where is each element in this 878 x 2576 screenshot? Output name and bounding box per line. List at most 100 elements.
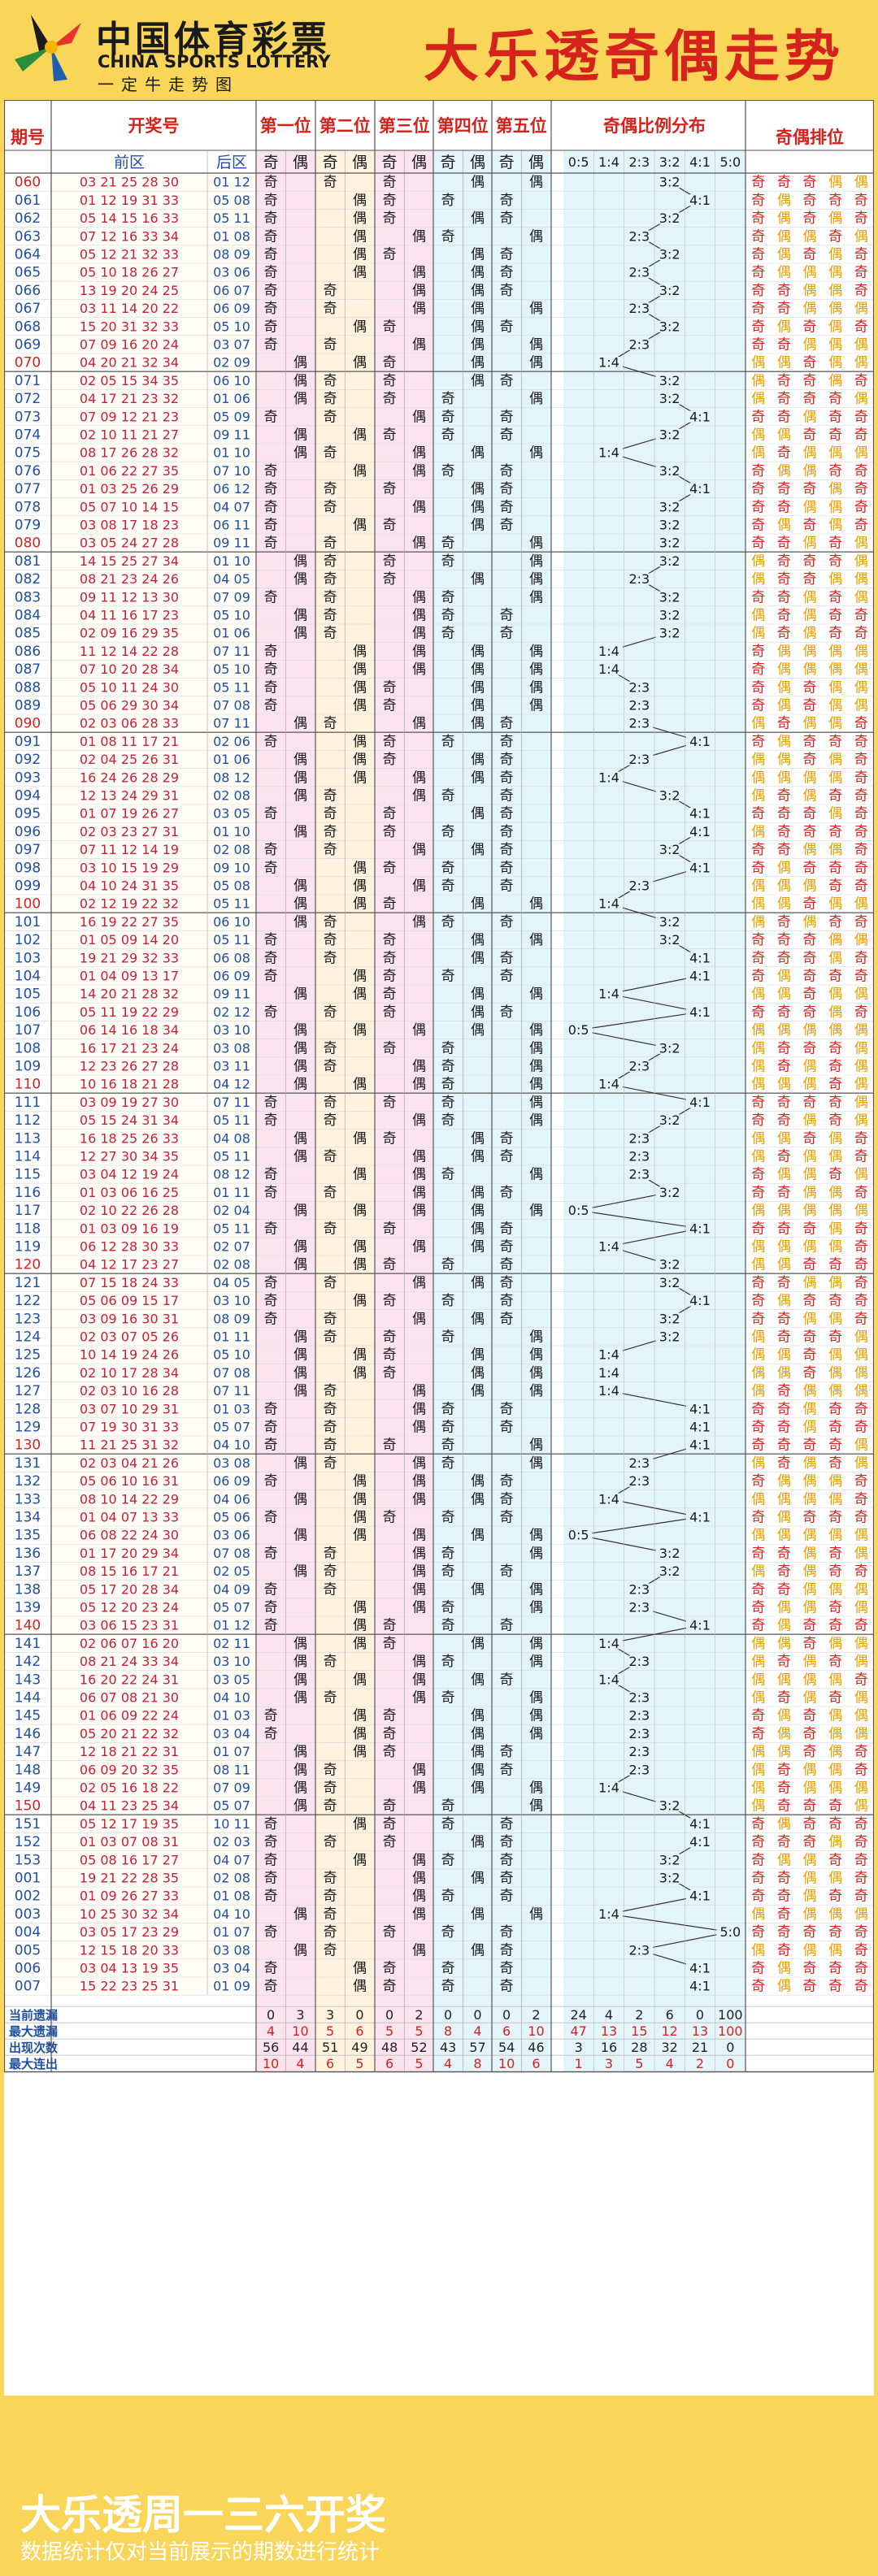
row-period: 137 <box>15 1563 41 1580</box>
header-odd-2: 奇 <box>323 154 338 171</box>
row-period: 081 <box>15 553 41 570</box>
row-front-numbers: 04 20 21 32 34 <box>80 355 179 371</box>
row-period: 093 <box>15 770 41 786</box>
ratio-label-mask <box>625 267 654 279</box>
stats-value: 5 <box>415 2023 423 2039</box>
row-ratio-label: 2:3 <box>628 1148 650 1164</box>
row-order-3: 偶 <box>803 1058 817 1074</box>
row-order-3: 偶 <box>803 770 817 786</box>
stats-value: 0 <box>726 2040 734 2055</box>
row-order-1: 奇 <box>751 283 765 299</box>
row-position-4-parity: 奇 <box>441 968 455 984</box>
row-back-numbers: 03 07 <box>213 336 250 352</box>
row-order-1: 偶 <box>751 914 765 930</box>
ratio-label-mask <box>625 230 654 242</box>
row-order-5: 奇 <box>854 1491 868 1507</box>
row-ratio-label: 3:2 <box>659 842 680 857</box>
stats-value: 57 <box>469 2040 485 2055</box>
row-order-5: 奇 <box>854 210 868 227</box>
row-position-5-parity: 偶 <box>529 1077 543 1093</box>
row-period: 005 <box>15 1942 41 1958</box>
row-front-numbers: 07 19 30 31 33 <box>80 1419 179 1434</box>
row-position-2-parity: 偶 <box>353 1238 367 1255</box>
lottery-logo: 中国体育彩票 CHINA SPORTS LOTTERY 一定牛走势图 <box>7 7 348 94</box>
ratio-label-mask <box>625 718 654 730</box>
row-order-4: 奇 <box>828 1960 842 1976</box>
row-order-5: 奇 <box>854 1238 868 1255</box>
row-position-1-parity: 奇 <box>264 932 278 948</box>
row-order-3: 偶 <box>803 1581 817 1598</box>
row-position-3-parity: 偶 <box>412 716 426 732</box>
row-position-5-parity: 偶 <box>529 1599 543 1615</box>
row-front-numbers: 05 11 19 22 29 <box>80 1004 179 1020</box>
row-order-3: 奇 <box>803 1708 817 1724</box>
ratio-trend-segment <box>578 1011 701 1031</box>
row-order-5: 偶 <box>854 1581 868 1598</box>
row-position-1-parity: 奇 <box>264 499 278 515</box>
row-front-numbers: 02 10 17 28 34 <box>80 1365 179 1381</box>
row-back-numbers: 03 08 <box>213 1455 250 1471</box>
row-position-4-parity: 偶 <box>471 1870 485 1886</box>
stats-value: 5 <box>635 2056 643 2071</box>
row-position-2-parity: 奇 <box>324 716 337 732</box>
stats-value: 10 <box>263 2056 279 2071</box>
row-period: 083 <box>15 589 41 605</box>
row-order-5: 奇 <box>854 1852 868 1868</box>
row-order-3: 偶 <box>803 1077 817 1093</box>
row-position-1-parity: 偶 <box>293 770 307 786</box>
row-position-2-parity: 偶 <box>353 1022 367 1039</box>
row-ratio-label: 3:2 <box>659 626 680 641</box>
row-back-numbers: 05 11 <box>213 896 250 912</box>
row-position-5-parity: 奇 <box>500 1148 514 1164</box>
row-position-3-parity: 偶 <box>412 644 426 660</box>
ratio-label-mask <box>625 699 654 711</box>
row-order-1: 奇 <box>751 1599 765 1615</box>
row-ratio-label: 3:2 <box>659 1329 680 1344</box>
row-order-2: 奇 <box>777 445 791 462</box>
row-position-1-parity: 奇 <box>264 1979 278 1995</box>
row-position-4-parity: 奇 <box>441 1563 455 1580</box>
row-position-3-parity: 奇 <box>383 571 397 588</box>
row-ratio-label: 3:2 <box>659 1311 680 1326</box>
row-position-2-parity: 偶 <box>353 896 367 913</box>
row-position-5-parity: 偶 <box>529 1546 543 1562</box>
row-order-3: 奇 <box>803 734 817 750</box>
row-back-numbers: 05 11 <box>213 1148 250 1164</box>
row-position-3-parity: 偶 <box>412 878 426 894</box>
row-order-4: 偶 <box>828 1870 842 1886</box>
row-order-4: 奇 <box>828 1077 842 1093</box>
row-period: 134 <box>15 1509 41 1525</box>
row-position-2-parity: 偶 <box>353 463 367 479</box>
row-order-2: 偶 <box>777 1347 791 1364</box>
row-back-numbers: 04 05 <box>213 1275 250 1290</box>
row-position-2-parity: 奇 <box>324 391 337 407</box>
row-order-2: 奇 <box>777 607 791 623</box>
row-order-3: 偶 <box>803 716 817 732</box>
row-order-1: 偶 <box>751 1636 765 1652</box>
ratio-label-mask <box>625 1728 654 1740</box>
stats-value: 5 <box>355 2056 363 2071</box>
row-front-numbers: 05 10 11 24 30 <box>80 679 179 695</box>
row-order-2: 奇 <box>777 1834 791 1850</box>
ratio-label-mask <box>564 1024 593 1036</box>
row-position-3-parity: 偶 <box>412 1473 426 1490</box>
ratio-label-mask <box>625 753 654 765</box>
row-order-1: 偶 <box>751 1203 765 1219</box>
row-position-3-parity: 奇 <box>383 193 397 209</box>
row-position-4-parity: 奇 <box>441 1401 455 1417</box>
row-position-1-parity: 奇 <box>264 1509 278 1525</box>
row-back-numbers: 07 11 <box>213 1383 250 1399</box>
row-order-5: 偶 <box>854 1780 868 1796</box>
row-ratio-label: 1:4 <box>598 987 619 1002</box>
ratio-label-mask <box>655 1277 684 1289</box>
row-order-2: 偶 <box>777 1491 791 1507</box>
row-order-3: 奇 <box>803 1365 817 1381</box>
ratio-label-mask <box>625 1601 654 1613</box>
row-position-4-parity: 偶 <box>471 1238 485 1255</box>
row-order-3: 偶 <box>803 499 817 515</box>
row-order-3: 奇 <box>803 373 817 389</box>
row-position-3-parity: 奇 <box>383 1365 397 1381</box>
stats-value: 0 <box>726 2056 734 2071</box>
row-position-1-parity: 偶 <box>293 1942 307 1958</box>
row-order-2: 奇 <box>777 806 791 822</box>
